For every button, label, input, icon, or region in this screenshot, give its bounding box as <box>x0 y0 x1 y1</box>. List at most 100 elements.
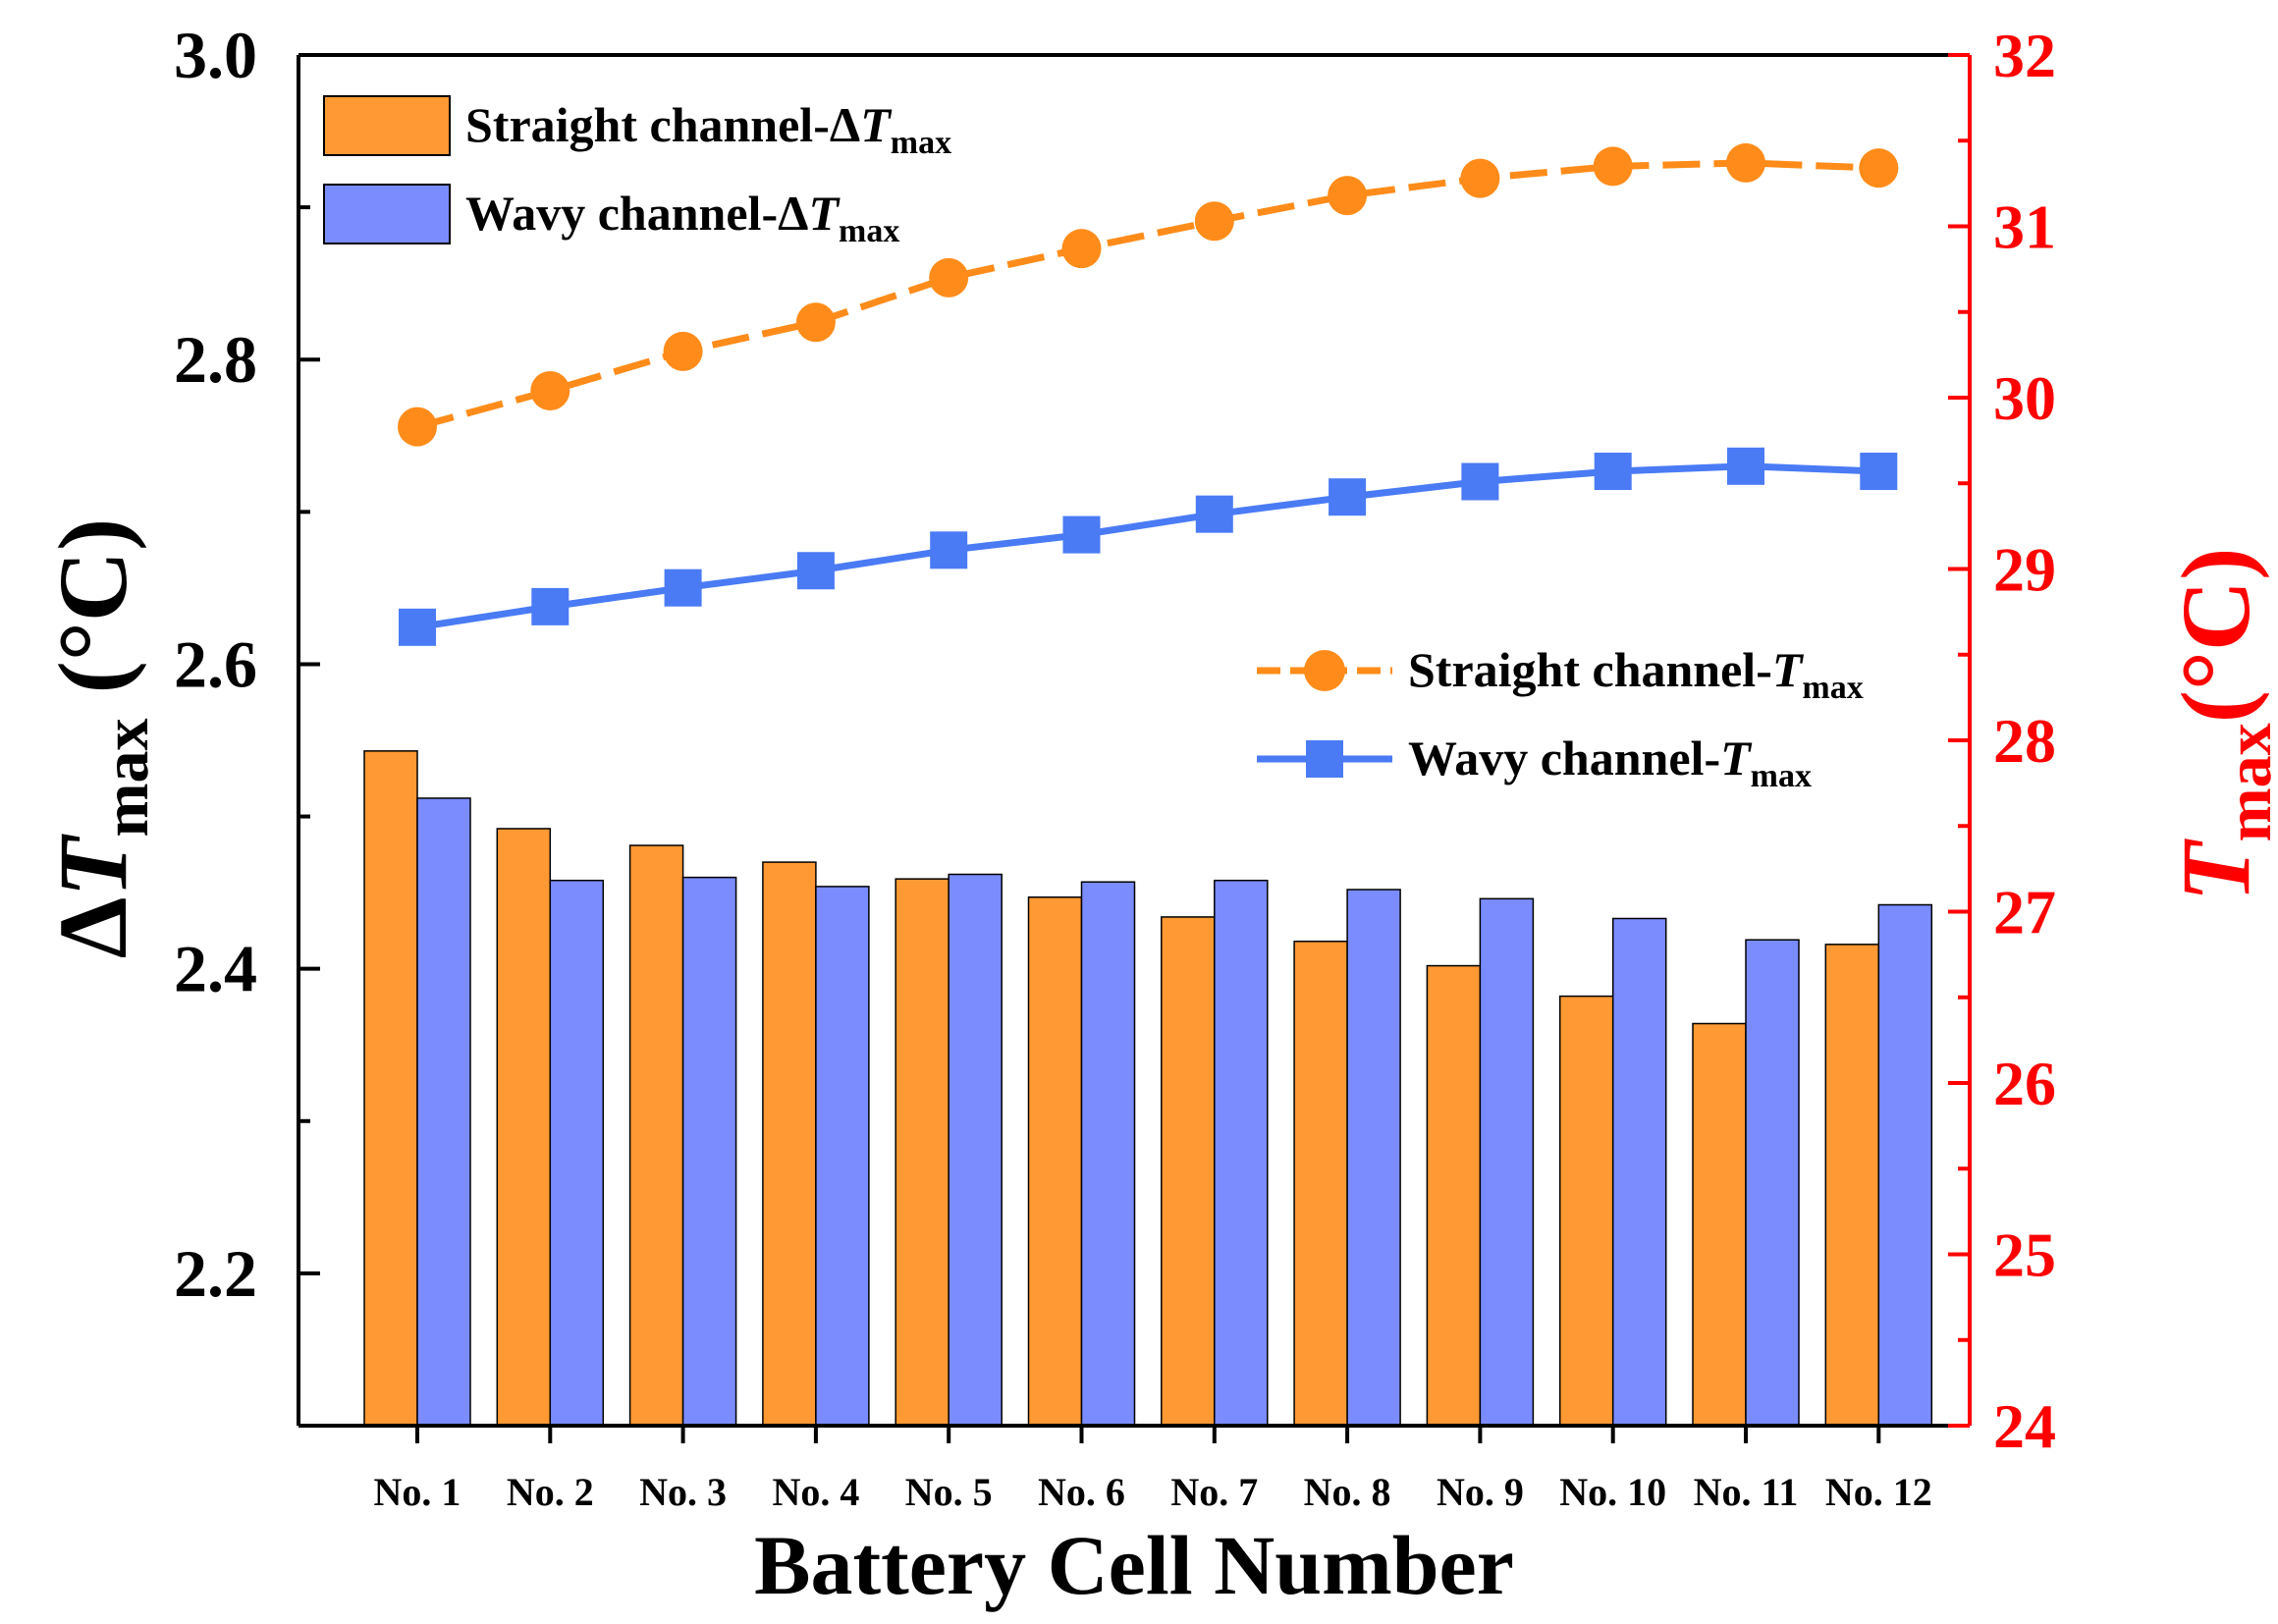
x-axis-title: Battery Cell Number <box>754 1518 1514 1612</box>
point-straight-12 <box>1859 148 1899 189</box>
right-axis-title-sub: max <box>2213 723 2278 841</box>
legend-bar-swatch-straight <box>323 95 451 156</box>
right-tick-label: 31 <box>1993 192 2056 262</box>
left-axis-title-unit: (°C) <box>38 518 147 719</box>
right-tick-label: 27 <box>1993 878 2056 947</box>
point-straight-6 <box>1061 229 1102 269</box>
point-wavy-12 <box>1860 453 1898 491</box>
bar-straight-4 <box>762 861 817 1427</box>
right-tick-label: 29 <box>1993 535 2056 605</box>
x-tick-label-5: No. 5 <box>905 1470 993 1514</box>
x-tick-label-4: No. 4 <box>772 1470 859 1514</box>
legend-text-var: T <box>1720 731 1753 785</box>
right-axis-title-unit: (°C) <box>2161 548 2270 724</box>
x-tick-label-7: No. 7 <box>1170 1470 1258 1514</box>
bar-wavy-7 <box>1214 879 1269 1427</box>
legend-text-var: T <box>860 97 893 152</box>
bar-wavy-2 <box>549 879 605 1427</box>
legend-text-prefix: Straight channel-Δ <box>465 97 860 152</box>
x-tick-label-10: No. 10 <box>1559 1470 1666 1514</box>
bar-straight-1 <box>363 750 418 1427</box>
point-straight-10 <box>1593 146 1633 187</box>
bar-straight-8 <box>1293 940 1348 1427</box>
right-tick-label: 26 <box>1993 1049 2056 1118</box>
right-axis-title-var: T <box>2161 838 2270 901</box>
right-axis-title: Tmax(°C) <box>2161 548 2278 902</box>
left-axis-title-sub: max <box>90 719 162 838</box>
point-wavy-2 <box>531 587 570 625</box>
bar-wavy-4 <box>815 886 870 1427</box>
bar-straight-12 <box>1824 944 1880 1427</box>
left-tick-label: 2.8 <box>174 322 257 397</box>
legend-bar-label-wavy: Wavy channel-ΔTmax <box>465 186 899 249</box>
right-tick-label: 28 <box>1993 706 2056 776</box>
bar-straight-6 <box>1027 896 1083 1427</box>
left-axis-title-var: T <box>38 834 147 897</box>
legend-text-prefix: Wavy channel-Δ <box>465 186 808 241</box>
left-tick-label: 2.2 <box>174 1236 257 1311</box>
right-tick-label: 24 <box>1993 1391 2056 1461</box>
point-wavy-8 <box>1329 478 1367 516</box>
bar-straight-3 <box>628 844 684 1427</box>
right-tick-label: 32 <box>1993 21 2056 90</box>
bar-straight-9 <box>1426 964 1482 1427</box>
bar-wavy-3 <box>681 876 737 1427</box>
legend-text-prefix: Straight channel- <box>1408 642 1772 697</box>
bar-straight-10 <box>1558 995 1614 1427</box>
line-straight-tmax <box>416 159 1879 431</box>
legend-line-label-wavy: Wavy channel-Tmax <box>1408 731 1812 794</box>
line-wavy-tmax <box>416 462 1879 631</box>
left-tick-label: 2.6 <box>174 626 257 701</box>
bar-straight-5 <box>895 878 949 1427</box>
x-tick-label-8: No. 8 <box>1304 1470 1391 1514</box>
x-tick-label-6: No. 6 <box>1038 1470 1125 1514</box>
bar-wavy-5 <box>948 873 1003 1427</box>
point-straight-4 <box>795 302 836 343</box>
legend-text-var: T <box>808 186 841 241</box>
right-tick-label: 30 <box>1993 363 2056 433</box>
point-straight-3 <box>663 331 703 371</box>
legend-line-label-straight: Straight channel-Tmax <box>1408 642 1864 706</box>
bars-layer <box>363 750 1933 1427</box>
bar-wavy-11 <box>1745 939 1800 1427</box>
bar-straight-11 <box>1692 1022 1747 1427</box>
legend-text-prefix: Wavy channel- <box>1408 731 1720 785</box>
legend-text-sub: max <box>891 125 951 161</box>
bar-wavy-1 <box>416 797 471 1427</box>
x-tick-label-2: No. 2 <box>507 1470 594 1514</box>
x-tick-label-1: No. 1 <box>374 1470 461 1514</box>
axes-layer: 2.2 2.4 2.6 2.8 3.0 24 25 26 27 28 29 30 31 32 No. 1 No… <box>174 18 2056 1514</box>
point-wavy-11 <box>1727 447 1764 485</box>
point-wavy-3 <box>664 568 702 607</box>
legend-text-sub: max <box>1802 670 1863 706</box>
point-straight-8 <box>1328 176 1368 216</box>
point-wavy-7 <box>1195 495 1233 533</box>
point-wavy-1 <box>399 608 436 646</box>
point-wavy-10 <box>1594 453 1632 491</box>
point-wavy-4 <box>796 552 835 590</box>
x-tick-label-11: No. 11 <box>1694 1470 1799 1514</box>
x-tick-label-12: No. 12 <box>1825 1470 1932 1514</box>
bar-wavy-10 <box>1611 917 1667 1427</box>
point-straight-1 <box>398 406 437 447</box>
point-straight-5 <box>929 257 969 298</box>
legend-text-var: T <box>1772 642 1805 697</box>
point-wavy-5 <box>930 531 968 569</box>
point-wavy-9 <box>1461 462 1499 501</box>
legend-marker-straight <box>1304 650 1345 691</box>
point-straight-7 <box>1194 201 1234 242</box>
legend-text-sub: max <box>839 213 899 249</box>
left-axis-title: ΔTmax (°C) <box>38 518 162 959</box>
bar-wavy-9 <box>1479 897 1535 1427</box>
legend-bar-label-straight: Straight channel-ΔTmax <box>465 97 951 161</box>
bar-straight-2 <box>496 828 552 1427</box>
x-tick-label-3: No. 3 <box>639 1470 727 1514</box>
lines-layer <box>398 142 1899 646</box>
point-straight-9 <box>1460 158 1500 198</box>
bar-wavy-12 <box>1877 903 1933 1427</box>
legend-marker-wavy <box>1306 740 1343 778</box>
x-tick-label-9: No. 9 <box>1437 1470 1524 1514</box>
left-tick-label: 2.4 <box>174 932 257 1006</box>
